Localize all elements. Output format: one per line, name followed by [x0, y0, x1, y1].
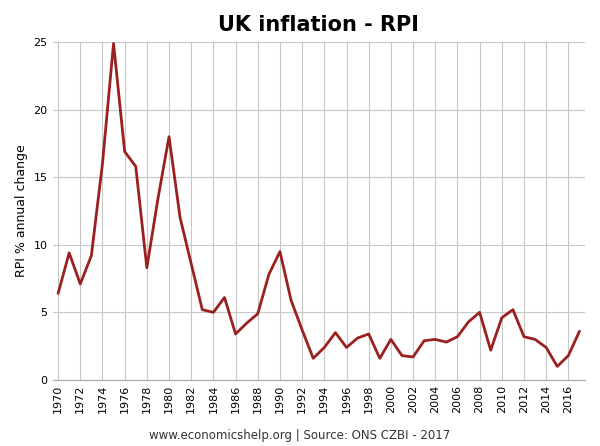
- Title: UK inflation - RPI: UK inflation - RPI: [218, 15, 419, 35]
- Text: www.economicshelp.org | Source: ONS CZBI - 2017: www.economicshelp.org | Source: ONS CZBI…: [149, 429, 451, 442]
- Y-axis label: RPI % annual change: RPI % annual change: [15, 145, 28, 277]
